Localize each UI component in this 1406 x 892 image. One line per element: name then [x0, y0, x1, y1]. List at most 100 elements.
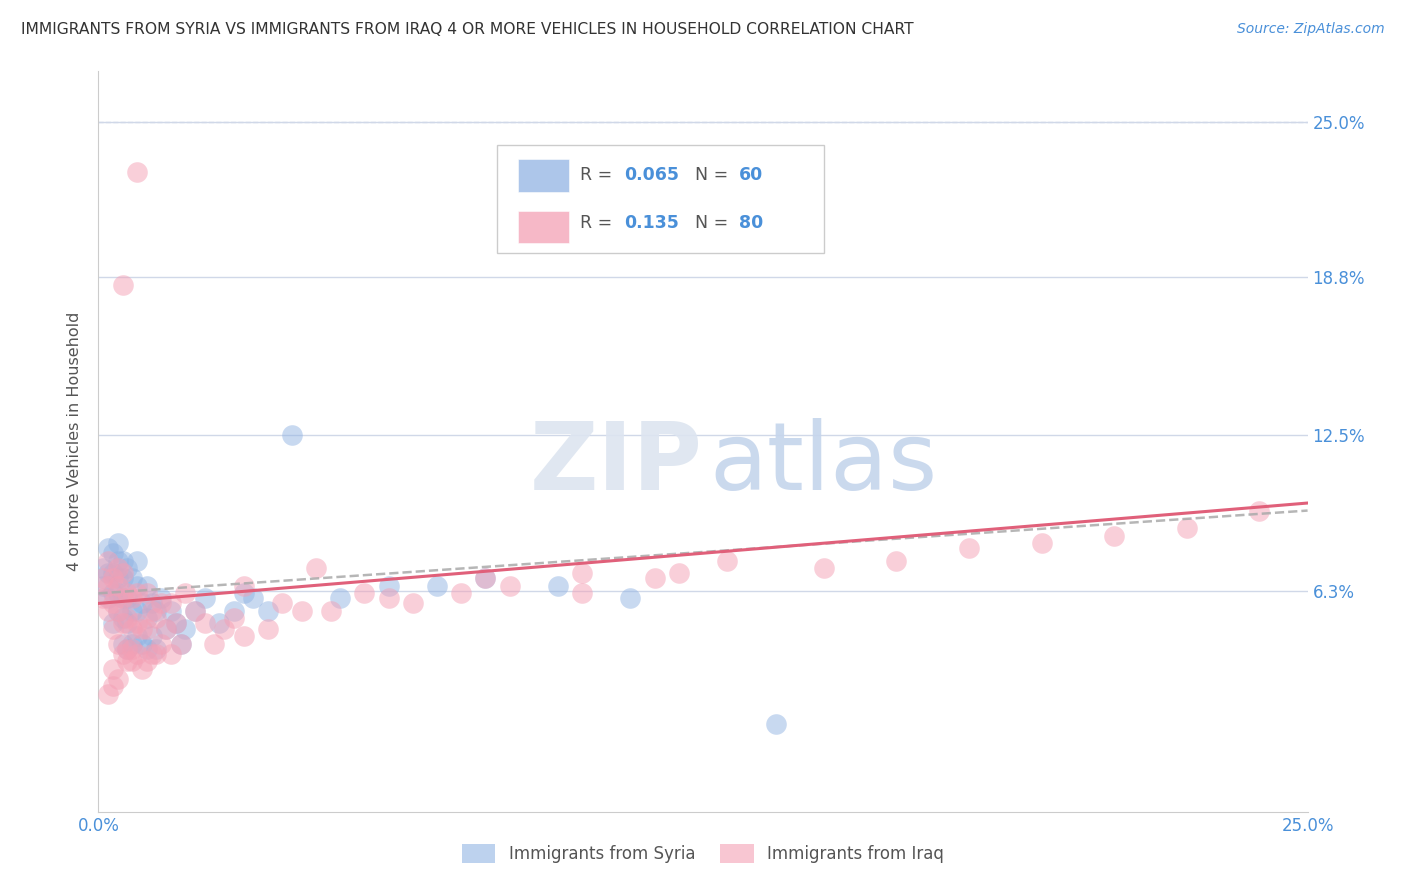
Point: [107, 571, 129, 585]
Point: [474, 571, 496, 585]
Point: [101, 571, 124, 585]
Point: [165, 616, 187, 631]
Point: [117, 654, 139, 668]
Point: [107, 636, 129, 650]
Point: [117, 561, 139, 575]
Point: [141, 647, 163, 661]
Point: [107, 672, 129, 686]
Point: [150, 591, 173, 606]
Point: [668, 566, 690, 581]
Point: [145, 611, 167, 625]
Point: [127, 647, 149, 661]
Point: [101, 622, 124, 636]
Point: [222, 604, 245, 618]
Point: [91, 591, 114, 606]
Point: [644, 571, 666, 585]
Point: [111, 611, 134, 625]
Point: [101, 616, 124, 631]
Point: [97, 579, 120, 593]
Text: R =: R =: [579, 166, 617, 184]
Point: [127, 579, 149, 593]
Text: 0.065: 0.065: [624, 166, 679, 184]
FancyBboxPatch shape: [498, 145, 824, 252]
Point: [150, 636, 173, 650]
Point: [121, 654, 143, 668]
Point: [165, 616, 187, 631]
Point: [150, 596, 173, 610]
Point: [131, 662, 153, 676]
Point: [160, 647, 183, 661]
Text: N =: N =: [695, 166, 734, 184]
Point: [107, 536, 129, 550]
Point: [1175, 521, 1198, 535]
Point: [107, 579, 129, 593]
Point: [174, 622, 197, 636]
Point: [160, 604, 183, 618]
Y-axis label: 4 or more Vehicles in Household: 4 or more Vehicles in Household: [67, 312, 83, 571]
Point: [256, 622, 278, 636]
Point: [117, 591, 139, 606]
Point: [353, 586, 375, 600]
Point: [111, 616, 134, 631]
Point: [117, 641, 139, 656]
Point: [97, 541, 120, 556]
Point: [281, 428, 304, 442]
Point: [111, 554, 134, 568]
Point: [97, 591, 120, 606]
Point: [204, 636, 226, 650]
Point: [97, 687, 120, 701]
Point: [117, 611, 139, 625]
Point: [194, 591, 217, 606]
Text: 60: 60: [740, 166, 763, 184]
Point: [97, 604, 120, 618]
Point: [107, 604, 129, 618]
FancyBboxPatch shape: [517, 211, 569, 244]
Point: [290, 604, 312, 618]
Text: N =: N =: [695, 214, 734, 232]
Point: [135, 579, 157, 593]
Point: [145, 604, 167, 618]
Point: [111, 591, 134, 606]
Point: [107, 586, 129, 600]
Point: [127, 586, 149, 600]
Point: [131, 596, 153, 610]
Point: [91, 561, 114, 575]
Point: [474, 571, 496, 585]
Point: [145, 647, 167, 661]
Point: [127, 629, 149, 643]
Point: [117, 616, 139, 631]
Legend: Immigrants from Syria, Immigrants from Iraq: Immigrants from Syria, Immigrants from I…: [456, 838, 950, 870]
Text: 80: 80: [740, 214, 763, 232]
Point: [97, 554, 120, 568]
Point: [184, 604, 207, 618]
Point: [957, 541, 980, 556]
Point: [305, 561, 328, 575]
Point: [111, 277, 134, 292]
Point: [174, 586, 197, 600]
Point: [377, 591, 399, 606]
Point: [141, 596, 163, 610]
Text: 0.135: 0.135: [624, 214, 679, 232]
Point: [716, 554, 738, 568]
Point: [127, 165, 149, 179]
Point: [242, 591, 264, 606]
Point: [127, 554, 149, 568]
Point: [135, 586, 157, 600]
Point: [121, 641, 143, 656]
Point: [765, 717, 787, 731]
Point: [121, 622, 143, 636]
Point: [232, 586, 254, 600]
Point: [169, 636, 191, 650]
Point: [111, 647, 134, 661]
Point: [256, 604, 278, 618]
Point: [160, 596, 183, 610]
Point: [1249, 503, 1271, 517]
Point: [111, 566, 134, 581]
Point: [813, 561, 835, 575]
Text: R =: R =: [579, 214, 623, 232]
Point: [135, 654, 157, 668]
Point: [97, 566, 120, 581]
Point: [121, 636, 143, 650]
Point: [135, 641, 157, 656]
Point: [1031, 536, 1053, 550]
